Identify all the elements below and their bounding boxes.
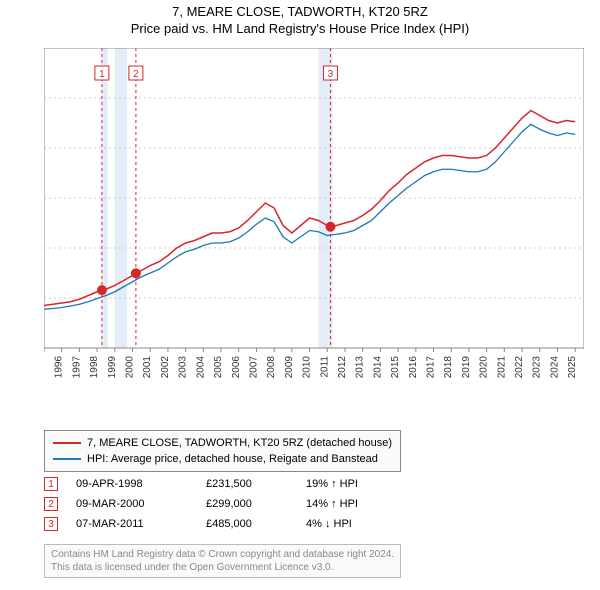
chart-title-block: 7, MEARE CLOSE, TADWORTH, KT20 5RZ Price… — [0, 0, 600, 36]
svg-text:3: 3 — [328, 69, 334, 80]
sale-hpi-delta: 19% ↑ HPI — [306, 478, 406, 490]
svg-text:2003: 2003 — [178, 356, 189, 379]
legend-row: 7, MEARE CLOSE, TADWORTH, KT20 5RZ (deta… — [53, 435, 392, 451]
legend-label: HPI: Average price, detached house, Reig… — [87, 453, 378, 465]
svg-text:2008: 2008 — [266, 356, 277, 379]
sale-price: £485,000 — [206, 518, 306, 530]
attribution-note: Contains HM Land Registry data © Crown c… — [44, 544, 401, 578]
svg-text:2004: 2004 — [195, 356, 206, 379]
svg-text:1998: 1998 — [89, 356, 100, 379]
svg-text:1: 1 — [99, 69, 105, 80]
sale-price: £299,000 — [206, 498, 306, 510]
sale-marker-box: 3 — [44, 517, 58, 531]
svg-text:2006: 2006 — [231, 356, 242, 379]
svg-text:2011: 2011 — [319, 356, 330, 378]
chart-title-line2: Price paid vs. HM Land Registry's House … — [0, 21, 600, 36]
svg-text:2013: 2013 — [355, 356, 366, 379]
svg-text:1999: 1999 — [107, 356, 118, 379]
sales-table: 1 09-APR-1998£231,50019% ↑ HPI 2 09-MAR-200… — [44, 474, 406, 534]
sale-row: 1 09-APR-1998£231,50019% ↑ HPI — [44, 474, 406, 494]
sale-row: 2 09-MAR-2000£299,00014% ↑ HPI — [44, 494, 406, 514]
svg-text:2014: 2014 — [372, 356, 383, 379]
sale-hpi-delta: 14% ↑ HPI — [306, 498, 406, 510]
sale-row: 3 07-MAR-2011£485,0004% ↓ HPI — [44, 514, 406, 534]
svg-text:2001: 2001 — [142, 356, 153, 379]
svg-text:2018: 2018 — [443, 356, 454, 379]
sale-date: 09-MAR-2000 — [76, 498, 206, 510]
legend-swatch — [53, 442, 81, 444]
svg-text:2017: 2017 — [426, 356, 437, 379]
sale-date: 09-APR-1998 — [76, 478, 206, 490]
svg-text:2012: 2012 — [337, 356, 348, 379]
sale-marker-box: 2 — [44, 497, 58, 511]
svg-text:2009: 2009 — [284, 356, 295, 379]
svg-text:2023: 2023 — [532, 356, 543, 379]
price-chart: £0£200K£400K£600K£800K£1M£1.2M1995199619… — [44, 48, 584, 378]
sale-hpi-delta: 4% ↓ HPI — [306, 518, 406, 530]
attribution-line2: This data is licensed under the Open Gov… — [51, 561, 394, 574]
svg-text:2005: 2005 — [213, 356, 224, 379]
sale-date: 07-MAR-2011 — [76, 518, 206, 530]
legend-label: 7, MEARE CLOSE, TADWORTH, KT20 5RZ (deta… — [87, 437, 392, 449]
svg-text:2010: 2010 — [302, 356, 313, 379]
svg-text:2022: 2022 — [514, 356, 525, 379]
svg-text:1995: 1995 — [44, 356, 47, 379]
svg-text:2016: 2016 — [408, 356, 419, 379]
sale-marker-box: 1 — [44, 477, 58, 491]
svg-text:1996: 1996 — [54, 356, 65, 379]
chart-svg: £0£200K£400K£600K£800K£1M£1.2M1995199619… — [44, 48, 584, 428]
legend-swatch — [53, 458, 81, 460]
svg-text:2025: 2025 — [567, 356, 578, 379]
chart-title-line1: 7, MEARE CLOSE, TADWORTH, KT20 5RZ — [0, 4, 600, 19]
attribution-line1: Contains HM Land Registry data © Crown c… — [51, 548, 394, 561]
svg-text:2024: 2024 — [549, 356, 560, 379]
legend: 7, MEARE CLOSE, TADWORTH, KT20 5RZ (deta… — [44, 430, 401, 472]
svg-text:2021: 2021 — [496, 356, 507, 379]
sale-price: £231,500 — [206, 478, 306, 490]
svg-text:2015: 2015 — [390, 356, 401, 379]
svg-text:2007: 2007 — [248, 356, 259, 379]
svg-text:2020: 2020 — [479, 356, 490, 379]
legend-row: HPI: Average price, detached house, Reig… — [53, 451, 392, 467]
svg-text:2019: 2019 — [461, 356, 472, 379]
svg-text:2: 2 — [133, 69, 139, 80]
svg-text:2000: 2000 — [125, 356, 136, 379]
svg-text:2002: 2002 — [160, 356, 171, 379]
svg-text:1997: 1997 — [71, 356, 82, 379]
